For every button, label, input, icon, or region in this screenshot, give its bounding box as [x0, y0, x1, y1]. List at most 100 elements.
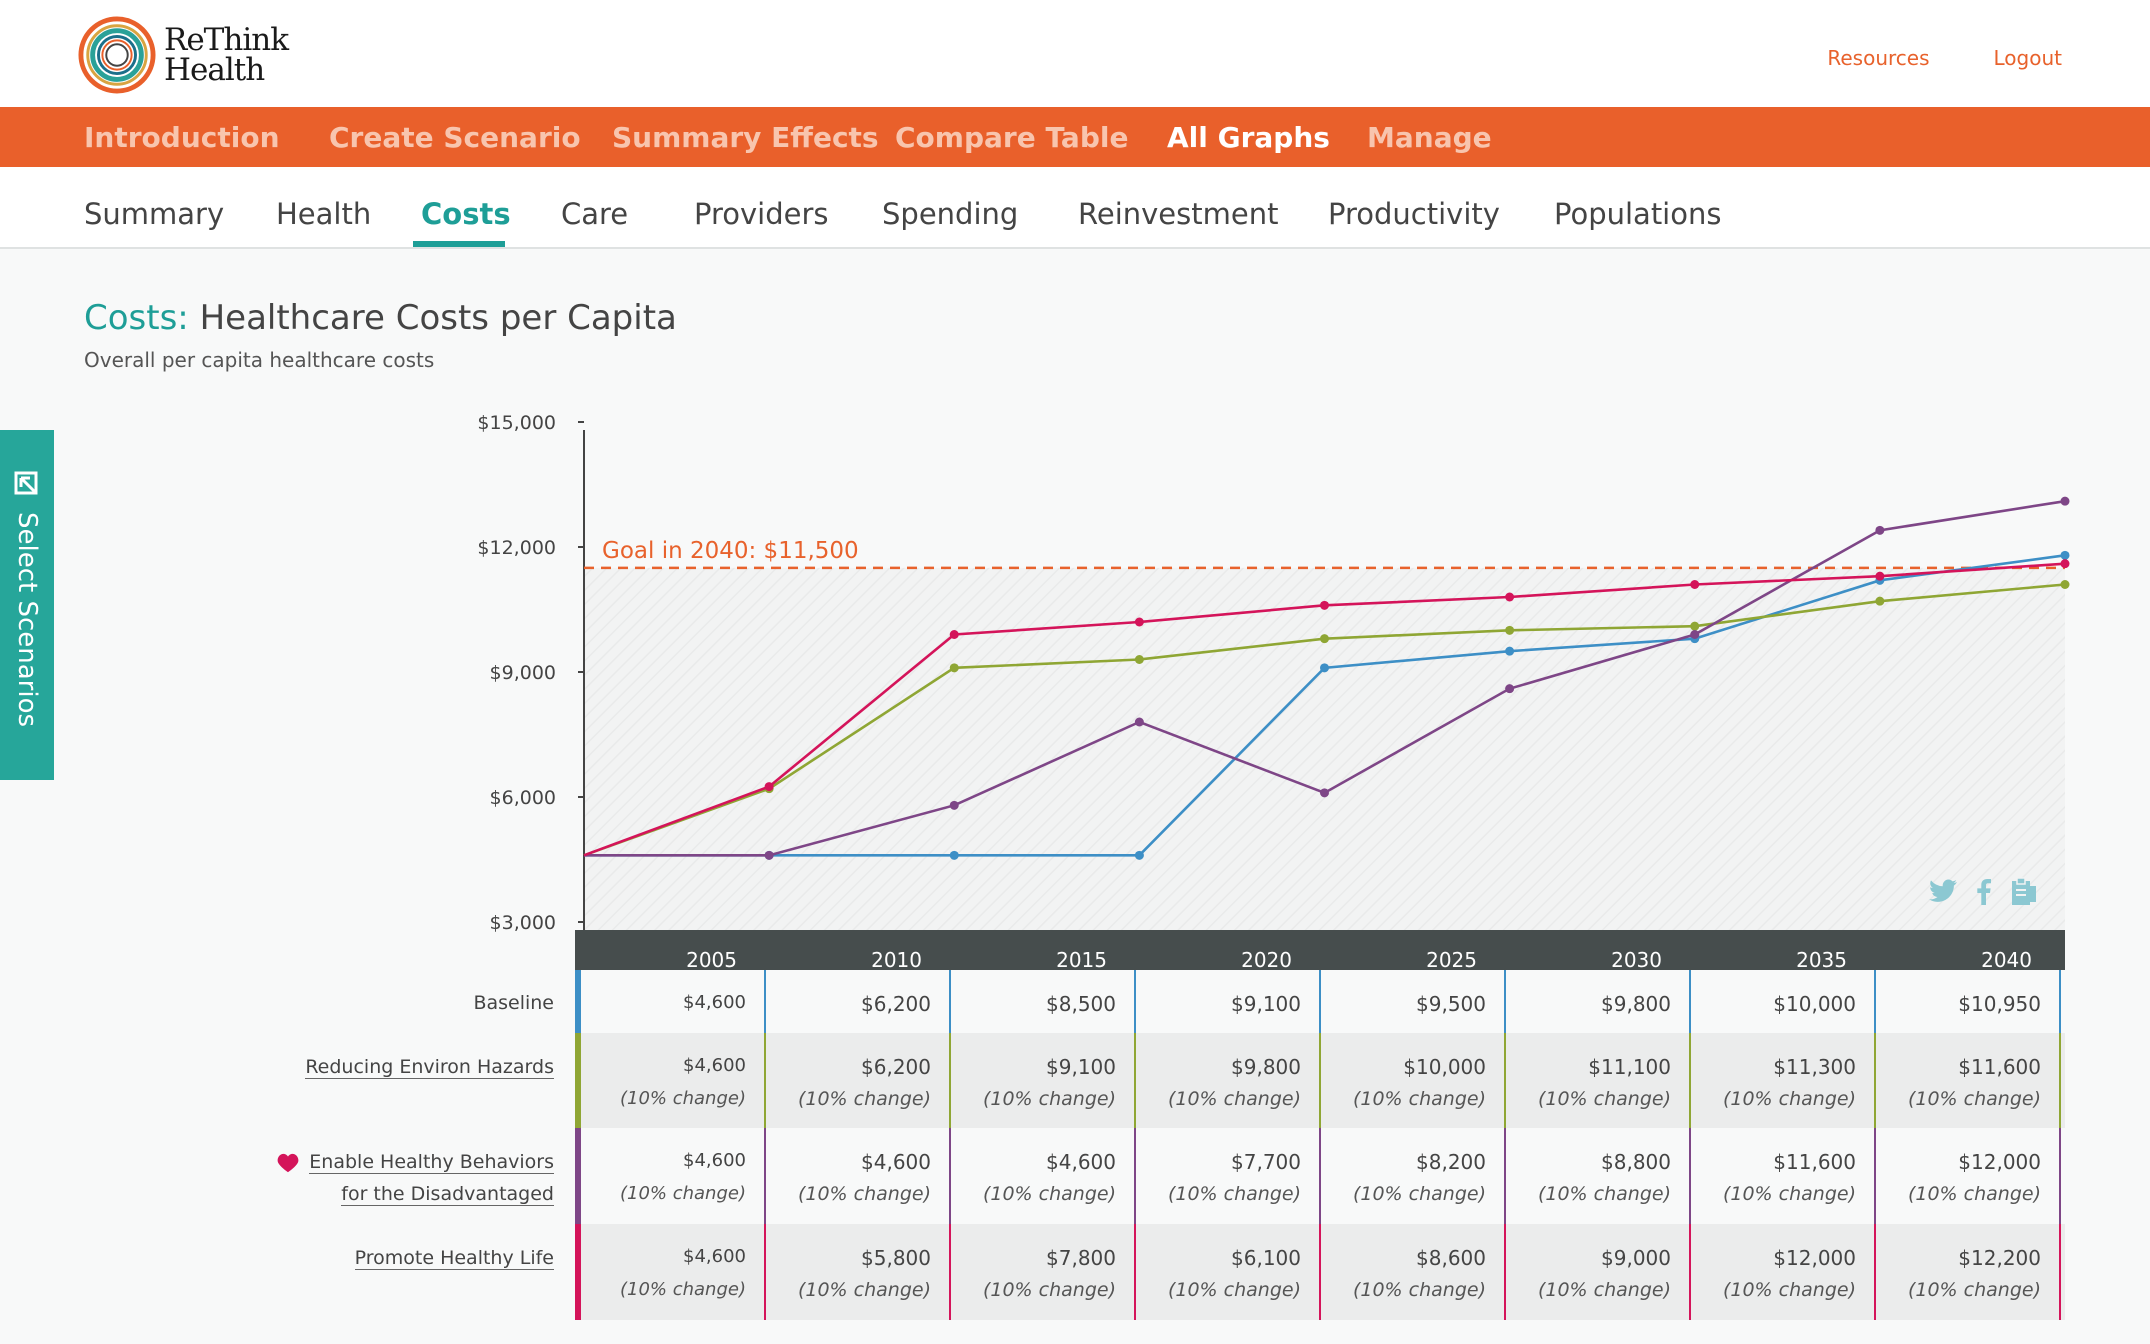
series-point[interactable] [1505, 684, 1515, 694]
row-label-enable-healthy-behaviors[interactable]: Enable Healthy Behaviors [309, 1151, 554, 1174]
series-point[interactable] [949, 850, 959, 860]
resources-link[interactable]: Resources [1827, 46, 1930, 70]
series-point[interactable] [1875, 525, 1885, 535]
series-point[interactable] [2060, 550, 2070, 560]
cell-value: $4,600 [683, 1246, 746, 1267]
nav-compare-table[interactable]: Compare Table [895, 121, 1129, 154]
cell-change: (10% change) [619, 1088, 746, 1109]
facebook-icon[interactable] [1976, 877, 1992, 905]
nav-create-scenario[interactable]: Create Scenario [329, 121, 581, 154]
twitter-icon[interactable] [1928, 879, 1958, 903]
year-2020: 2020 [1241, 948, 1292, 972]
tab-spending[interactable]: Spending [882, 197, 1019, 231]
series-point[interactable] [1134, 850, 1144, 860]
series-point[interactable] [1320, 600, 1329, 610]
cell-change: (10% change) [1722, 1183, 1856, 1205]
cell-value: $7,700 [1231, 1150, 1301, 1174]
series-point[interactable] [1320, 663, 1329, 673]
series-point[interactable] [764, 850, 774, 860]
table-cell: $12,000 (10% change) [1691, 1224, 1876, 1320]
select-scenarios-label: Select Scenarios [12, 512, 42, 728]
series-point[interactable] [1690, 580, 1700, 589]
series-point[interactable] [1690, 621, 1700, 631]
cell-value: $6,200 [861, 992, 931, 1016]
series-point[interactable] [949, 663, 959, 673]
cell-value: $10,000 [1773, 992, 1856, 1016]
table-cell: $4,600 (10% change) [581, 1033, 766, 1128]
cell-value: $6,200 [861, 1055, 931, 1079]
series-point[interactable] [1875, 596, 1885, 606]
year-2005: 2005 [686, 948, 737, 972]
row-label-text[interactable]: Promote Healthy Life [354, 1247, 554, 1270]
row-label-text-line1[interactable]: Enable Healthy Behaviors [309, 1151, 554, 1174]
table-cell: $9,800 (10% change) [1136, 1033, 1321, 1128]
cell-change: (10% change) [1352, 1088, 1486, 1110]
row-label-reducing-environ-hazards[interactable]: Reducing Environ Hazards [305, 1056, 554, 1079]
cell-value: $6,100 [1231, 1246, 1301, 1270]
tab-care[interactable]: Care [561, 197, 629, 231]
main-nav: Introduction Create Scenario Summary Eff… [0, 107, 2150, 167]
tab-summary[interactable]: Summary [84, 197, 225, 231]
series-point[interactable] [1505, 592, 1515, 602]
cell-change: (10% change) [982, 1183, 1116, 1205]
series-point[interactable] [1134, 617, 1144, 627]
series-point[interactable] [1320, 634, 1329, 644]
y-axis-ticks: $15,000 $12,000 $9,000 $6,000 $3,000 [477, 412, 584, 934]
series-point[interactable] [1505, 625, 1515, 635]
select-scenarios-tab[interactable]: Select Scenarios [0, 430, 54, 780]
series-point[interactable] [764, 782, 774, 792]
row-label-text[interactable]: Reducing Environ Hazards [305, 1056, 554, 1079]
series-point[interactable] [949, 630, 959, 639]
series-point[interactable] [1505, 646, 1515, 656]
active-tab-indicator [413, 241, 505, 247]
series-point[interactable] [2060, 559, 2070, 569]
cell-change: (10% change) [1907, 1183, 2041, 1205]
table-cell: $9,100 (10% change) [951, 1033, 1136, 1128]
table-cell: $4,600 (10% change) [581, 1224, 766, 1320]
logo-line2: Health [164, 52, 265, 88]
nav-summary-effects[interactable]: Summary Effects [612, 121, 879, 154]
chart-series [583, 496, 2070, 860]
cell-value: $11,600 [1958, 1055, 2041, 1079]
row-label-enable-healthy-behaviors-line2[interactable]: for the Disadvantaged [341, 1183, 554, 1206]
series-point[interactable] [1320, 788, 1329, 798]
cell-value: $5,800 [861, 1246, 931, 1270]
clipboard-icon[interactable] [2010, 876, 2038, 906]
row-label-promote-healthy-life[interactable]: Promote Healthy Life [354, 1247, 554, 1270]
table-row: $4,600 $6,200 $8,500 $9,100 $9,500 $9,800 $10,… [575, 970, 2065, 1033]
tab-populations[interactable]: Populations [1554, 197, 1722, 231]
nav-all-graphs[interactable]: All Graphs [1167, 121, 1330, 154]
tab-health[interactable]: Health [276, 197, 372, 231]
row-label-text-line2[interactable]: for the Disadvantaged [341, 1183, 554, 1206]
tab-productivity[interactable]: Productivity [1328, 197, 1500, 231]
series-point[interactable] [2060, 580, 2070, 589]
table-cell: $10,950 [1876, 970, 2061, 1033]
table-cell: $9,000 (10% change) [1506, 1224, 1691, 1320]
cell-change: (10% change) [1722, 1088, 1856, 1110]
series-point[interactable] [2060, 496, 2070, 506]
nav-introduction[interactable]: Introduction [84, 121, 280, 154]
series-point[interactable] [949, 800, 959, 810]
table-cell: $8,800 (10% change) [1506, 1128, 1691, 1224]
table-cell: $6,200 (10% change) [766, 1033, 951, 1128]
table-cell: $6,200 [766, 970, 951, 1033]
cell-value: $4,600 [1046, 1150, 1116, 1174]
logout-link[interactable]: Logout [1993, 46, 2062, 70]
series-point[interactable] [1134, 717, 1144, 727]
tab-reinvestment[interactable]: Reinvestment [1078, 197, 1279, 231]
series-point[interactable] [1134, 655, 1144, 664]
heart-icon[interactable] [277, 1152, 299, 1174]
rethink-health-logo[interactable]: ReThink Health [78, 14, 289, 96]
logo-line1: ReThink [164, 22, 289, 58]
series-point[interactable] [1875, 571, 1885, 581]
tab-providers[interactable]: Providers [694, 197, 829, 231]
nav-manage[interactable]: Manage [1367, 121, 1492, 154]
year-2025: 2025 [1426, 948, 1477, 972]
table-cell: $4,600 [581, 970, 766, 1033]
tab-costs[interactable]: Costs [421, 197, 511, 231]
table-cell: $4,600 (10% change) [581, 1128, 766, 1224]
series-point[interactable] [1690, 630, 1700, 639]
series-color-bar [575, 1128, 581, 1224]
cell-value: $9,100 [1046, 1055, 1116, 1079]
select-scenarios-content: Select Scenarios [7, 470, 47, 727]
